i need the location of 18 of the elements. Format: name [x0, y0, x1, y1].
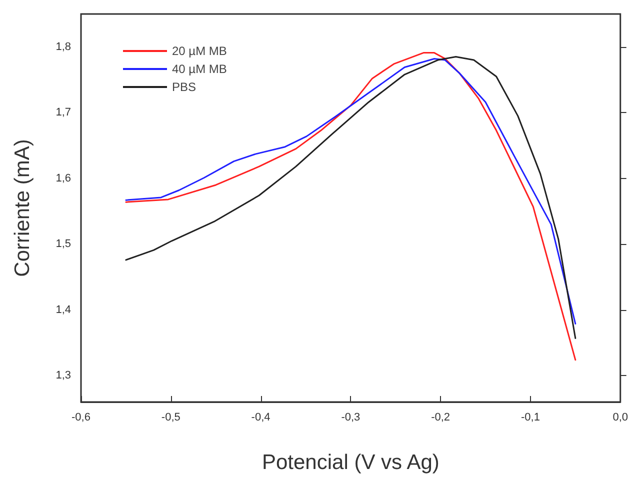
x-tick-label: 0,0	[612, 412, 628, 424]
x-tick-label: -0,4	[251, 412, 270, 424]
x-tick-label: -0,3	[341, 412, 360, 424]
y-tick-label: 1,4	[56, 304, 71, 316]
x-tick-label: -0,2	[431, 412, 450, 424]
legend-label: PBS	[172, 80, 196, 94]
x-tick-label: -0,5	[161, 412, 180, 424]
y-axis-title: Corriente (mA)	[11, 139, 34, 277]
x-tick-label: -0,1	[520, 412, 540, 424]
y-tick-label: 1,5	[56, 238, 71, 250]
legend-label: 20 µM MB	[172, 44, 227, 58]
y-tick-label: 1,7	[56, 106, 71, 119]
y-tick-label: 1,3	[56, 370, 71, 382]
y-tick-label: 1,8	[56, 40, 71, 53]
x-tick-label: -0,6	[72, 412, 90, 424]
y-tick-label: 1,6	[56, 172, 71, 184]
x-axis-title: Potencial (V vs Ag)	[262, 451, 440, 474]
legend-label: 40 µM MB	[172, 62, 227, 76]
